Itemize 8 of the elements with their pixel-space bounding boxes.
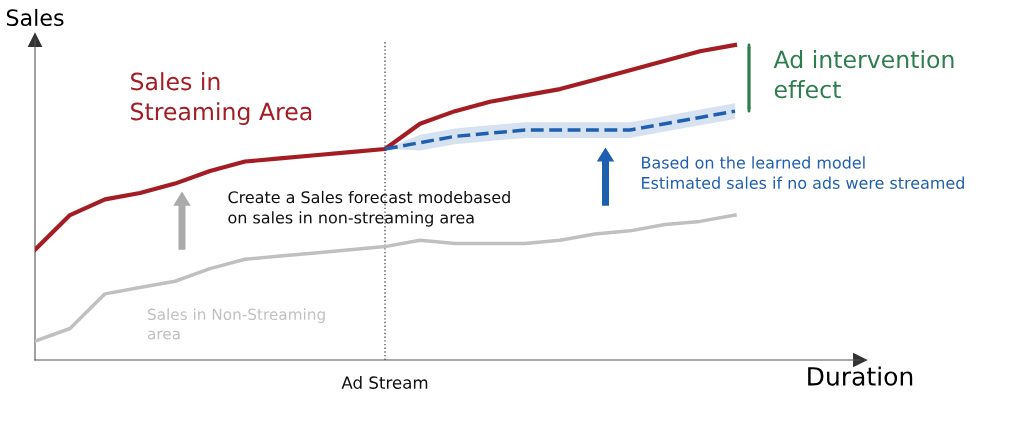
- x-axis-title: Duration: [808, 366, 913, 386]
- text: Ad Stream: [341, 376, 428, 389]
- series-label: Sales in Non-Streaming area: [147, 308, 325, 340]
- annotation: Create a Sales forecast modebased on sales in non-streaming area: [228, 190, 510, 227]
- text: Ad intervention effect: [773, 50, 954, 99]
- y-axis-title: Sales: [6, 8, 64, 27]
- series-label: Based on the learned model Estimated sales if no ads were streamed: [642, 156, 964, 189]
- series-label: Sales in Streaming Area: [131, 72, 312, 125]
